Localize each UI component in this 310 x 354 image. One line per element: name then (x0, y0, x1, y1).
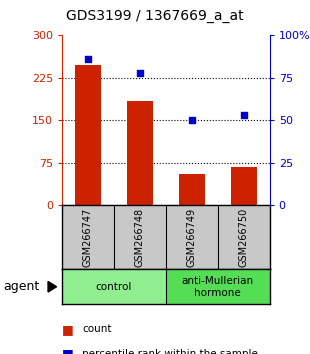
Text: GSM266750: GSM266750 (239, 207, 249, 267)
Text: GSM266747: GSM266747 (83, 207, 93, 267)
Bar (166, 269, 270, 304)
Polygon shape (48, 281, 56, 292)
Point (241, 113, 246, 118)
Text: GSM266749: GSM266749 (187, 207, 197, 267)
Text: anti-Mullerian
hormone: anti-Mullerian hormone (182, 276, 254, 298)
Bar (127, 101, 153, 205)
Text: ■: ■ (62, 348, 74, 354)
Text: GDS3199 / 1367669_a_at: GDS3199 / 1367669_a_at (66, 9, 244, 23)
Bar (75, 65, 101, 205)
Point (137, 70, 142, 76)
Text: percentile rank within the sample: percentile rank within the sample (82, 349, 258, 354)
Text: count: count (82, 324, 112, 334)
Point (189, 118, 194, 123)
Text: control: control (96, 282, 132, 292)
Bar (231, 167, 257, 205)
Point (86, 56, 91, 62)
Text: ■: ■ (62, 323, 74, 336)
Bar (62, 269, 166, 304)
Bar (179, 174, 205, 205)
Text: GSM266748: GSM266748 (135, 207, 145, 267)
Text: agent: agent (3, 280, 39, 293)
